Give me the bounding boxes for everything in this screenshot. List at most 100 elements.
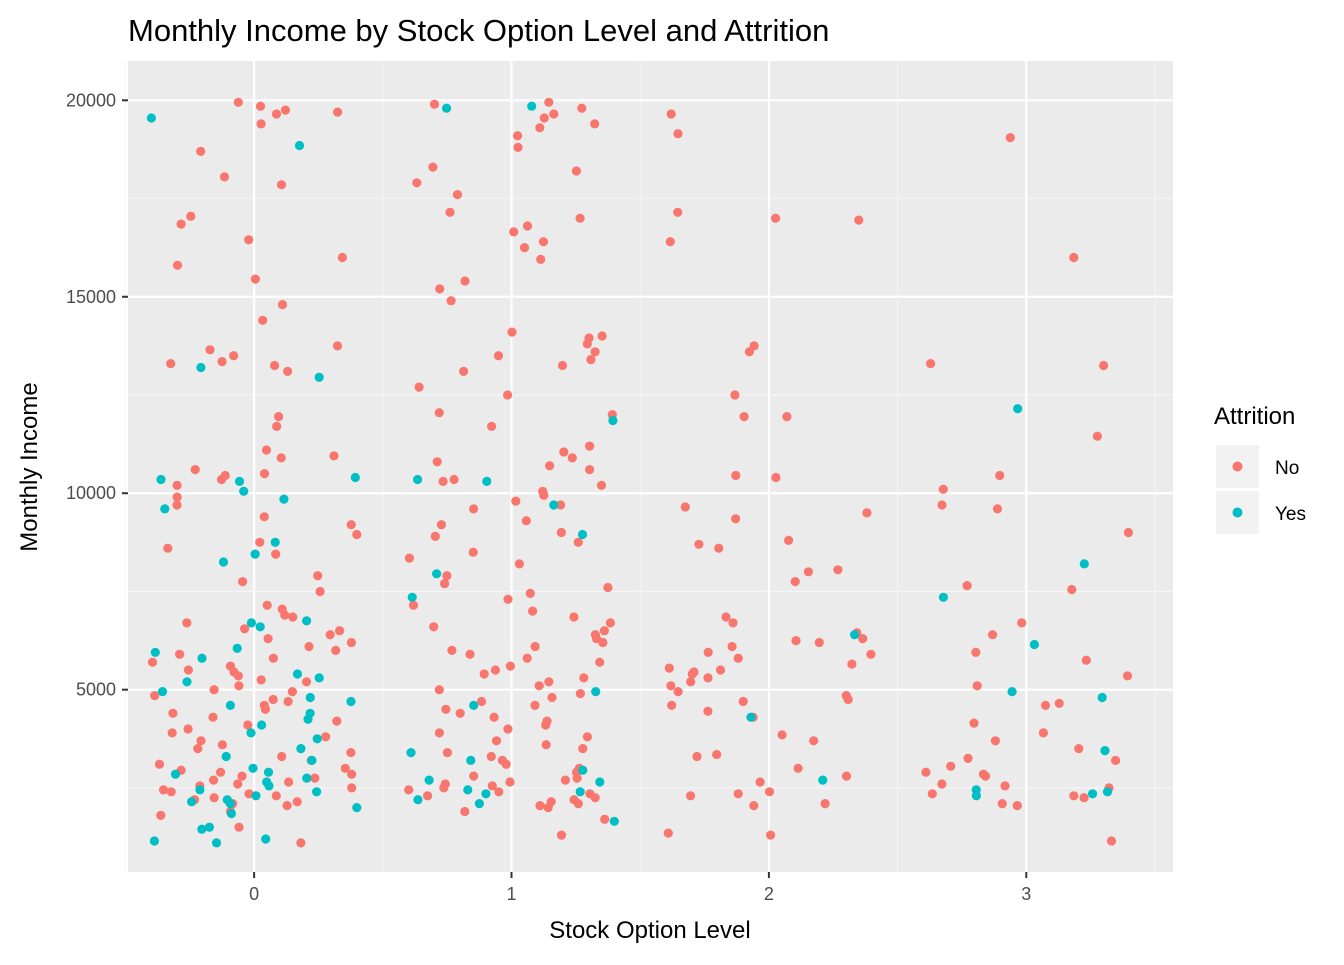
data-point-no: [272, 421, 282, 431]
data-point-no: [283, 366, 293, 376]
data-point-no: [858, 634, 868, 644]
data-point-no: [238, 577, 248, 587]
data-point-no: [536, 254, 546, 264]
data-point-no: [435, 284, 445, 294]
data-point-yes: [482, 476, 492, 486]
y-tick-label: 20000: [66, 90, 116, 110]
data-point-no: [579, 673, 589, 683]
data-point-no: [209, 793, 219, 803]
data-point-no: [315, 586, 325, 597]
data-point-no: [190, 465, 200, 475]
data-point-no: [147, 657, 158, 667]
data-point-yes: [575, 787, 585, 797]
points-layer: [146, 97, 1133, 848]
data-point-yes: [1102, 787, 1113, 797]
data-point-no: [476, 696, 487, 707]
data-point-no: [814, 637, 824, 648]
data-point-no: [673, 687, 683, 697]
data-point-no: [434, 408, 444, 418]
data-point-no: [539, 113, 549, 123]
x-tick-label: 0: [249, 884, 259, 904]
data-point-no: [535, 123, 545, 133]
data-point-no: [694, 539, 704, 549]
data-point-no: [469, 771, 479, 781]
data-point-yes: [182, 677, 192, 687]
data-point-no: [534, 681, 544, 691]
data-point-no: [216, 474, 227, 485]
data-point-no: [1040, 700, 1051, 711]
data-point-no: [988, 630, 998, 640]
data-point-no: [667, 700, 677, 711]
data-point-no: [782, 412, 792, 422]
data-point-no: [208, 712, 218, 722]
data-point-yes: [314, 673, 324, 683]
data-point-no: [271, 791, 281, 801]
data-point-yes: [270, 537, 280, 547]
data-point-yes: [314, 372, 324, 382]
data-point-no: [728, 618, 738, 628]
data-point-no: [445, 207, 455, 217]
data-point-no: [283, 696, 293, 707]
data-point-yes: [527, 101, 537, 111]
data-point-yes: [195, 785, 205, 795]
data-point-no: [346, 520, 356, 530]
data-point-yes: [938, 592, 949, 602]
data-point-yes: [251, 791, 261, 801]
data-point-no: [503, 724, 513, 734]
data-point-no: [692, 751, 702, 762]
data-point-yes: [204, 822, 214, 832]
data-point-yes: [1013, 404, 1023, 414]
data-point-yes: [413, 474, 423, 485]
data-point-yes: [474, 799, 484, 809]
data-point-no: [938, 484, 948, 494]
x-axis: 0 1 2 3: [249, 872, 1031, 904]
data-point-no: [995, 470, 1005, 481]
data-point-yes: [302, 773, 312, 783]
data-point-no: [166, 359, 176, 369]
data-point-no: [163, 543, 173, 553]
data-point-no: [582, 339, 592, 349]
data-point-no: [304, 641, 314, 652]
data-point-no: [809, 736, 819, 746]
data-point-yes: [591, 687, 601, 697]
data-point-no: [599, 626, 610, 636]
data-point-no: [556, 500, 566, 510]
data-point-no: [605, 618, 616, 628]
data-point-no: [509, 227, 519, 237]
data-point-no: [937, 779, 947, 789]
data-point-yes: [307, 755, 317, 766]
data-point-yes: [312, 734, 322, 744]
data-point-no: [577, 103, 587, 113]
data-point-no: [790, 577, 800, 587]
data-point-no: [459, 366, 469, 376]
grid-major: [128, 61, 1173, 872]
data-point-no: [1017, 618, 1027, 628]
data-point-yes: [170, 769, 181, 779]
data-point-yes: [608, 415, 618, 426]
data-point-yes: [150, 647, 160, 658]
data-point-no: [183, 724, 193, 734]
data-point-no: [271, 549, 281, 559]
data-point-yes: [211, 838, 222, 848]
data-point-no: [847, 659, 857, 669]
data-point-no: [921, 767, 931, 777]
data-point-no: [447, 645, 457, 656]
data-point-no: [927, 789, 937, 799]
data-point-no: [346, 748, 356, 758]
data-point-no: [971, 647, 981, 658]
data-point-no: [432, 457, 442, 467]
data-point-no: [233, 779, 243, 789]
data-point-no: [313, 571, 323, 581]
data-point-no: [530, 641, 540, 652]
data-point-no: [556, 830, 567, 840]
data-point-no: [962, 581, 972, 591]
data-point-no: [990, 736, 1001, 746]
data-point-yes: [424, 775, 434, 785]
data-point-yes: [549, 500, 559, 510]
data-point-no: [337, 252, 347, 263]
data-point-no: [449, 474, 459, 485]
data-point-yes: [218, 557, 229, 567]
data-point-no: [441, 704, 451, 714]
data-point-yes: [407, 592, 417, 602]
data-point-yes: [312, 787, 322, 797]
